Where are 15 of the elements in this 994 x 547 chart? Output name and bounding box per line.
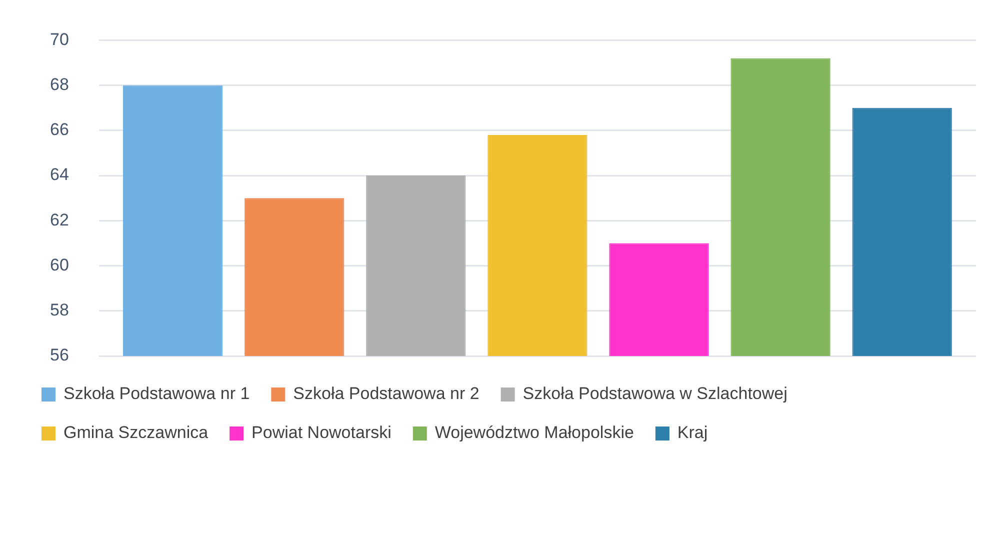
y-tick-label: 68 [50, 75, 69, 94]
y-tick-label: 64 [50, 165, 69, 184]
legend-label: Szkoła Podstawowa w Szlachtowej [522, 384, 788, 404]
legend-label: Województwo Małopolskie [434, 423, 634, 442]
y-tick-label: 66 [50, 120, 69, 140]
legend-label: Powiat Nowotarski [252, 423, 392, 442]
legend-label: Szkoła Podstawowa nr 1 [64, 384, 250, 404]
legend-label: Kraj [677, 423, 708, 442]
y-tick-label: 58 [50, 300, 69, 320]
y-tick-label: 62 [50, 210, 69, 230]
legend-label: Szkoła Podstawowa nr 2 [293, 384, 480, 404]
y-tick-label: 56 [50, 346, 69, 365]
legend-label: Gmina Szczawnica [64, 423, 209, 442]
y-tick-label: 70 [50, 30, 69, 49]
y-tick-label: 60 [50, 255, 69, 274]
